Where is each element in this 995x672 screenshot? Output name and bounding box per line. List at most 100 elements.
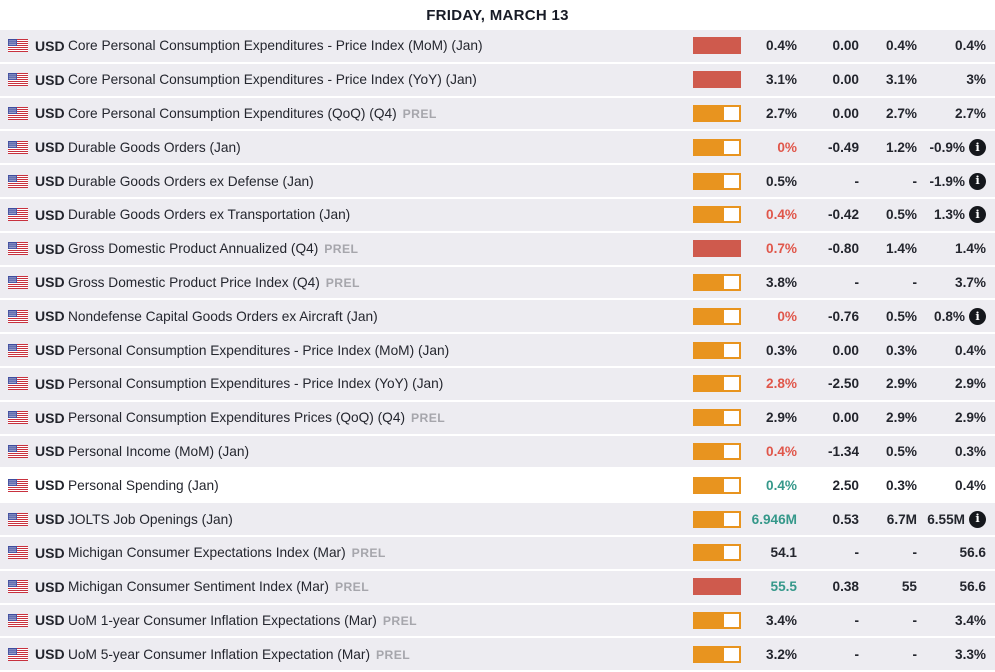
previous-value: -0.9%	[929, 139, 965, 155]
us-flag-icon	[8, 377, 28, 391]
event-name-text: Personal Consumption Expenditures Prices…	[68, 410, 406, 426]
consensus-value: -	[912, 173, 917, 189]
event-row[interactable]: USD Personal Income (MoM) (Jan) 0.4% -1.…	[0, 435, 995, 470]
consensus-value: -	[912, 274, 917, 290]
us-flag-icon	[8, 242, 28, 256]
previous-cell: 1.3% i	[917, 206, 995, 224]
deviation-value: -0.80	[828, 241, 859, 257]
event-name-text: Durable Goods Orders ex Transportation (…	[68, 207, 351, 223]
deviation-value: 0.38	[832, 579, 859, 595]
previous-cell: -0.9% i	[917, 138, 995, 156]
deviation-value: 0.00	[832, 38, 859, 54]
us-flag-icon	[8, 343, 28, 357]
event-row[interactable]: USD Personal Spending (Jan) 0.4% 2.50 0.…	[0, 469, 995, 504]
volatility-bar	[693, 578, 741, 596]
previous-value: 0.3%	[955, 443, 986, 459]
deviation-value: -2.50	[828, 376, 859, 392]
us-flag-icon	[8, 106, 28, 120]
consensus-value: 0.3%	[886, 342, 917, 358]
volatility-bar-fill	[693, 240, 741, 258]
event-row[interactable]: USD Personal Consumption Expenditures Pr…	[0, 401, 995, 436]
event-row[interactable]: USD Core Personal Consumption Expenditur…	[0, 30, 995, 64]
volatility-bar-fill	[693, 645, 722, 663]
prel-badge: PREL	[324, 242, 359, 257]
event-row[interactable]: USD Durable Goods Orders ex Defense (Jan…	[0, 165, 995, 199]
volatility-bar-rest	[722, 138, 741, 156]
event-row[interactable]: USD Personal Consumption Expenditures - …	[0, 367, 995, 402]
volatility-bar-fill	[693, 273, 722, 291]
date-header-label: FRIDAY, MARCH 13	[426, 6, 569, 24]
info-icon[interactable]: i	[969, 172, 986, 190]
deviation-value: 2.50	[832, 477, 859, 493]
info-icon[interactable]: i	[969, 138, 986, 156]
previous-cell: 0.4%	[917, 38, 995, 53]
volatility-bar-rest	[722, 206, 741, 224]
previous-cell: 0.8% i	[917, 307, 995, 325]
currency-label: USD	[35, 240, 65, 257]
previous-cell: 3.3%	[917, 647, 995, 662]
info-icon[interactable]: i	[969, 206, 986, 224]
actual-value: 6.946M	[751, 511, 797, 527]
currency-label: USD	[35, 612, 65, 629]
previous-value: 1.3%	[934, 207, 965, 223]
actual-value: 0.4%	[766, 207, 797, 223]
prel-badge: PREL	[402, 106, 437, 121]
volatility-bar-fill	[693, 172, 722, 190]
previous-cell: 3.4%	[917, 613, 995, 628]
event-row[interactable]: USD Core Personal Consumption Expenditur…	[0, 97, 995, 132]
event-name: Core Personal Consumption Expenditures -…	[68, 38, 693, 53]
volatility-bar-rest	[722, 307, 741, 325]
volatility-bar-rest	[722, 476, 741, 494]
event-name: Michigan Consumer Sentiment Index (Mar) P…	[68, 579, 693, 594]
currency-label: USD	[35, 105, 65, 122]
event-row[interactable]: USD UoM 5-year Consumer Inflation Expect…	[0, 638, 995, 672]
event-row[interactable]: USD Durable Goods Orders (Jan) 0% -0.49 …	[0, 131, 995, 166]
volatility-bar-fill	[693, 578, 741, 596]
previous-value: 1.4%	[955, 241, 986, 257]
actual-value: 0%	[777, 139, 797, 155]
volatility-bar-fill	[693, 611, 722, 629]
actual-value: 0.4%	[766, 477, 797, 493]
us-flag-icon	[8, 140, 28, 154]
currency-label: USD	[35, 71, 65, 88]
event-row[interactable]: USD Personal Consumption Expenditures - …	[0, 334, 995, 368]
info-icon[interactable]: i	[969, 307, 986, 325]
event-row[interactable]: USD Durable Goods Orders ex Transportati…	[0, 198, 995, 233]
us-flag-icon	[8, 73, 28, 87]
event-row[interactable]: USD Gross Domestic Product Annualized (Q…	[0, 232, 995, 267]
actual-value: 0%	[777, 308, 797, 324]
event-row[interactable]: USD Michigan Consumer Sentiment Index (M…	[0, 570, 995, 605]
previous-cell: 0.3%	[917, 444, 995, 459]
volatility-bar-rest	[722, 375, 741, 393]
event-name: UoM 5-year Consumer Inflation Expectatio…	[68, 647, 693, 662]
event-row[interactable]: USD UoM 1-year Consumer Inflation Expect…	[0, 604, 995, 639]
event-row[interactable]: USD JOLTS Job Openings (Jan) 6.946M 0.53…	[0, 503, 995, 537]
actual-value: 3.4%	[766, 612, 797, 628]
volatility-bar	[693, 37, 741, 55]
event-row[interactable]: USD Gross Domestic Product Price Index (…	[0, 266, 995, 301]
event-name: Core Personal Consumption Expenditures (…	[68, 106, 693, 121]
previous-value: 0.8%	[934, 308, 965, 324]
info-icon[interactable]: i	[969, 510, 986, 528]
event-row[interactable]: USD Nondefense Capital Goods Orders ex A…	[0, 300, 995, 335]
volatility-bar	[693, 71, 741, 89]
event-row[interactable]: USD Core Personal Consumption Expenditur…	[0, 63, 995, 98]
deviation-value: -	[854, 646, 859, 662]
deviation-value: 0.53	[832, 511, 859, 527]
prel-badge: PREL	[325, 275, 360, 290]
previous-value: 2.9%	[955, 376, 986, 392]
currency-label: USD	[35, 274, 65, 291]
prel-badge: PREL	[376, 647, 411, 662]
event-name-text: JOLTS Job Openings (Jan)	[68, 511, 233, 527]
actual-value: 0.4%	[766, 38, 797, 54]
event-name-text: Nondefense Capital Goods Orders ex Aircr…	[68, 308, 378, 324]
event-name-text: Michigan Consumer Expectations Index (Ma…	[68, 545, 346, 561]
event-row[interactable]: USD Michigan Consumer Expectations Index…	[0, 536, 995, 571]
volatility-bar-rest	[722, 442, 741, 460]
volatility-bar-rest	[722, 645, 741, 663]
consensus-value: 1.4%	[886, 241, 917, 257]
actual-value: 0.4%	[766, 443, 797, 459]
event-name-text: UoM 1-year Consumer Inflation Expectatio…	[68, 612, 377, 628]
event-name: Personal Consumption Expenditures - Pric…	[68, 343, 693, 358]
us-flag-icon	[8, 444, 28, 458]
